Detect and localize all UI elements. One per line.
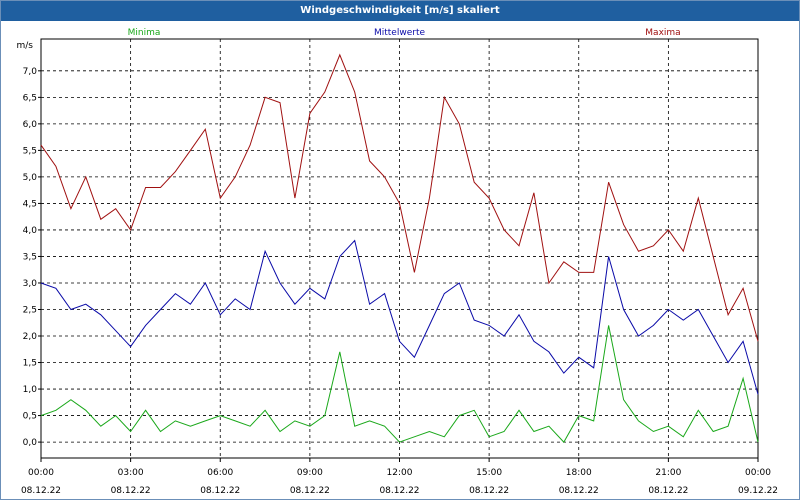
- x-tick-time: 15:00: [476, 468, 502, 478]
- x-tick-date: 09.12.22: [738, 486, 778, 496]
- x-tick-time: 09:00: [297, 468, 323, 478]
- legend-mittelwerte: Mittelwerte: [374, 28, 425, 38]
- y-tick-label: 1,5: [23, 359, 37, 369]
- y-tick-label: 0,5: [23, 412, 37, 422]
- series-line-maxima: [40, 53, 759, 342]
- chart-svg: 0,0 0,5 1,0 1,5 2,0 2,5 3,0 3,5 4,0 4,5 5,0 5,5 6,0 6…: [17, 28, 779, 496]
- y-tick-label: 6,0: [23, 120, 38, 130]
- x-tick-time: 00:00: [745, 468, 771, 478]
- y-tick-label: 5,5: [23, 146, 37, 156]
- legend-minima: Minima: [128, 28, 161, 38]
- y-tick-label: 2,5: [23, 305, 37, 315]
- legend-maxima: Maxima: [645, 28, 680, 38]
- x-tick-time: 00:00: [28, 468, 54, 478]
- x-tick-date: 08.12.22: [469, 486, 509, 496]
- y-tick-label: 4,0: [23, 226, 38, 236]
- y-tick-label: 6,5: [23, 93, 37, 103]
- x-tick-date: 08.12.22: [111, 486, 151, 496]
- x-tick-date: 08.12.22: [200, 486, 240, 496]
- x-tick-time: 06:00: [207, 468, 233, 478]
- y-axis-label: m/s: [17, 41, 34, 51]
- y-tick-label: 5,0: [23, 173, 38, 183]
- x-tick-date: 08.12.22: [21, 486, 61, 496]
- y-tick-label: 7,0: [23, 67, 38, 77]
- x-tick-time: 21:00: [655, 468, 681, 478]
- x-tick-date: 08.12.22: [379, 486, 419, 496]
- x-tick-time: 03:00: [118, 468, 144, 478]
- x-tick-time: 12:00: [387, 468, 413, 478]
- x-tick-date: 08.12.22: [290, 486, 330, 496]
- y-tick-label: 4,5: [23, 199, 37, 209]
- x-tick-time: 18:00: [566, 468, 592, 478]
- y-tick-label: 0,0: [23, 438, 38, 448]
- y-tick-label: 1,0: [23, 385, 38, 395]
- y-tick-label: 3,5: [23, 252, 37, 262]
- window-title: Windgeschwindigkeit [m/s] skaliert: [1, 1, 799, 21]
- series-line-mittelwerte: [40, 239, 759, 395]
- x-tick-date: 08.12.22: [648, 486, 688, 496]
- x-tick-date: 08.12.22: [559, 486, 599, 496]
- chart-panel: 0,0 0,5 1,0 1,5 2,0 2,5 3,0 3,5 4,0 4,5 5,0 5,5 6,0 6…: [1, 21, 799, 499]
- y-tick-label: 3,0: [23, 279, 38, 289]
- y-tick-label: 2,0: [23, 332, 38, 342]
- series-line-minima: [40, 325, 759, 443]
